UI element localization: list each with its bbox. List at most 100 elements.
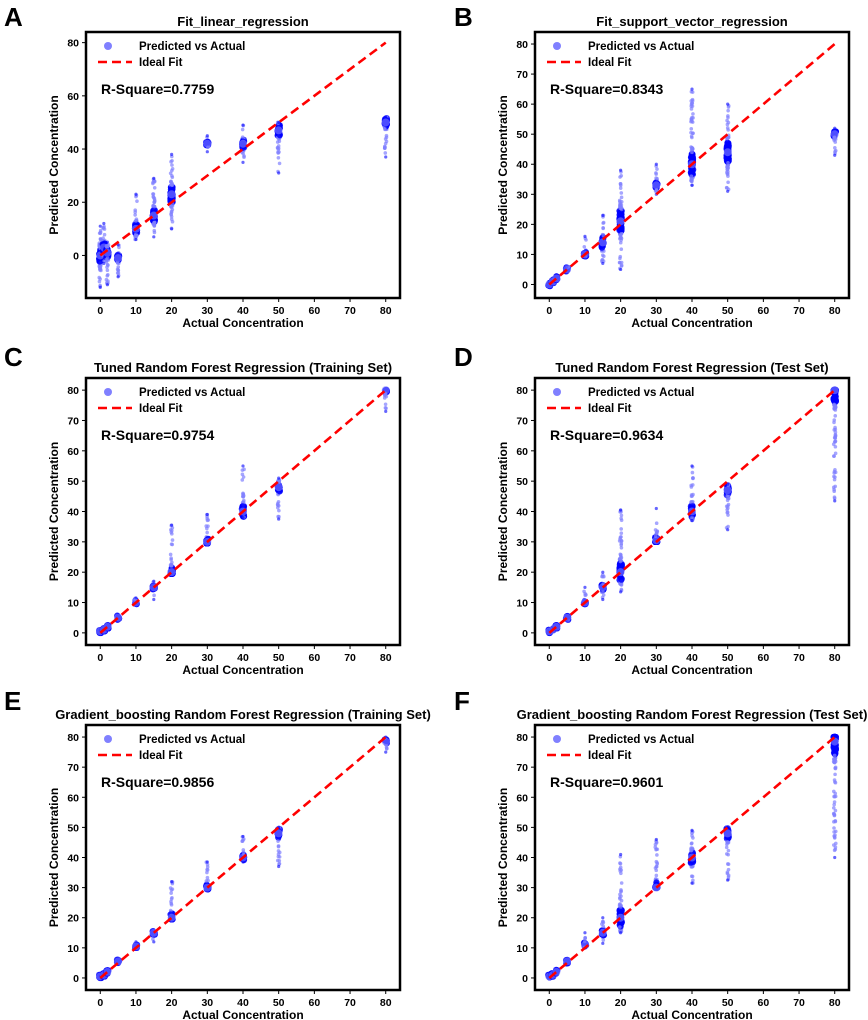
data-point <box>277 508 281 513</box>
data-point <box>105 268 110 273</box>
data-point <box>152 597 156 602</box>
x-tick-label: 20 <box>166 305 178 317</box>
point-cluster-x80 <box>830 126 840 157</box>
y-axis-label: Predicted Concentration <box>496 442 510 581</box>
data-point <box>584 238 588 242</box>
data-point <box>833 153 837 157</box>
data-point <box>152 222 156 226</box>
data-point <box>583 585 587 589</box>
data-point <box>619 898 624 903</box>
data-point <box>617 925 622 929</box>
data-point <box>689 841 694 846</box>
y-tick-label: 50 <box>67 822 79 834</box>
x-tick-label: 20 <box>615 305 627 317</box>
x-tick-label: 10 <box>579 997 591 1009</box>
data-point-center <box>723 829 732 838</box>
data-point <box>602 254 606 259</box>
data-point <box>689 494 694 499</box>
data-point-center <box>167 190 176 199</box>
legend: Predicted vs Actual Ideal Fit <box>98 734 245 762</box>
data-point <box>206 518 211 522</box>
y-tick-label: 0 <box>73 973 79 985</box>
data-point <box>725 510 730 515</box>
y-tick-label: 60 <box>67 792 79 804</box>
chart-title: Tuned Random Forest Regression (Training… <box>94 360 392 375</box>
data-point <box>151 180 155 185</box>
point-cluster-x40 <box>239 123 248 164</box>
y-tick-label: 80 <box>67 732 79 744</box>
y-tick-label: 0 <box>522 279 528 291</box>
point-cluster-x50 <box>274 825 283 869</box>
data-point <box>689 174 694 179</box>
ideal-fit-line <box>548 43 836 286</box>
y-tick-label: 30 <box>67 537 79 549</box>
data-point <box>168 552 173 557</box>
data-point <box>384 115 388 119</box>
data-point-center <box>723 486 732 495</box>
x-tick-label: 40 <box>686 652 698 664</box>
data-point <box>205 512 209 517</box>
y-tick-label: 0 <box>522 628 528 640</box>
y-axis-label: Predicted Concentration <box>47 788 61 927</box>
data-point <box>619 232 624 236</box>
data-point <box>205 530 209 535</box>
data-point <box>690 828 694 832</box>
data-point <box>691 878 695 883</box>
data-point <box>831 759 836 764</box>
data-point <box>654 837 658 842</box>
legend-marker-points <box>104 42 112 50</box>
ideal-fit-line <box>99 389 387 634</box>
data-point <box>601 941 605 945</box>
data-point <box>241 834 245 839</box>
data-point <box>170 174 174 178</box>
x-tick-label: 50 <box>273 305 285 317</box>
y-tick-label: 60 <box>516 99 528 111</box>
y-axis-label: Predicted Concentration <box>496 788 510 927</box>
x-tick-label: 50 <box>722 997 734 1009</box>
data-point-center <box>114 254 123 263</box>
data-point <box>689 846 694 850</box>
data-point <box>275 502 280 507</box>
scatter-points <box>545 386 840 637</box>
data-point <box>724 139 731 147</box>
chart-title: Gradient_boosting Random Forest Regressi… <box>55 707 431 722</box>
data-point <box>104 260 109 264</box>
data-point <box>106 273 110 277</box>
r-square-annotation: R-Square=0.9754 <box>101 427 214 443</box>
data-point <box>383 406 388 410</box>
point-cluster-x20 <box>616 852 625 935</box>
data-point <box>169 183 174 187</box>
data-point <box>601 233 606 238</box>
legend-label-points: Predicted vs Actual <box>139 734 245 746</box>
x-tick-label: 0 <box>97 305 103 317</box>
data-point <box>832 848 837 853</box>
x-tick-label: 10 <box>130 997 142 1009</box>
data-point <box>152 230 157 235</box>
x-tick-label: 0 <box>97 652 103 664</box>
data-point <box>726 108 730 113</box>
data-point <box>619 247 624 252</box>
data-point <box>832 800 837 804</box>
data-point <box>690 104 695 108</box>
data-point <box>601 226 605 230</box>
data-point <box>241 492 246 496</box>
r-square-annotation: R-Square=0.7759 <box>101 81 214 97</box>
data-point <box>833 408 838 412</box>
data-point <box>619 267 623 272</box>
data-point <box>833 819 838 823</box>
point-cluster-x15 <box>149 176 158 239</box>
x-tick-label: 40 <box>686 305 698 317</box>
data-point <box>655 167 659 171</box>
data-point <box>105 256 110 260</box>
data-point <box>690 470 695 475</box>
y-tick-label: 0 <box>73 628 79 640</box>
data-point <box>618 537 622 541</box>
data-point <box>618 552 623 557</box>
data-point <box>725 118 729 123</box>
data-point <box>601 593 606 597</box>
x-tick-label: 80 <box>829 305 841 317</box>
data-point <box>276 839 280 843</box>
scatter-points <box>545 87 840 290</box>
data-point <box>204 524 209 528</box>
